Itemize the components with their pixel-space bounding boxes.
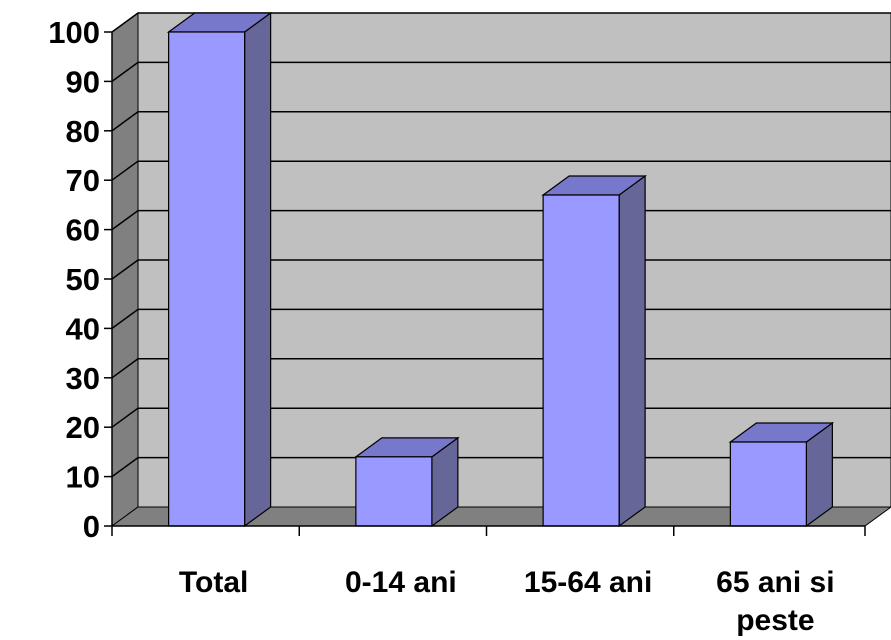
gridline: [111, 160, 891, 181]
x-category-label-line: peste: [736, 604, 814, 637]
x-category-label: 15-64 ani: [524, 566, 652, 599]
bar-side: [244, 11, 272, 528]
gridline: [111, 111, 891, 132]
y-tick-label: 60: [66, 213, 100, 248]
bar-front: [542, 194, 620, 527]
y-tick-label: 40: [66, 311, 100, 346]
bar: [166, 11, 273, 528]
y-tick-label: 10: [66, 460, 100, 495]
y-tick-label: 50: [66, 262, 100, 297]
bar: [354, 436, 460, 528]
gridline: [111, 61, 891, 83]
y-tick-label: 90: [66, 64, 100, 99]
bar: [541, 174, 647, 528]
x-category-label-line: Total: [179, 566, 248, 599]
bar-front: [168, 31, 246, 527]
gridline: [111, 12, 891, 33]
y-axis: 0 10 20 30 40 50 60 70 80 90 100: [48, 15, 113, 544]
bar-side: [618, 174, 646, 528]
x-category-label-line: 15-64 ani: [524, 566, 652, 599]
bar: [728, 421, 835, 528]
x-category-label-line: 65 ani si: [716, 566, 834, 599]
y-tick-label: 30: [66, 361, 100, 396]
y-tick-label: 100: [48, 15, 100, 50]
x-category-label: Total: [179, 566, 248, 599]
y-tick-label: 70: [66, 163, 100, 198]
x-category-label: 0-14 ani: [345, 566, 457, 599]
x-axis: Total 0-14 ani 15-64 ani 65 ani si peste: [111, 525, 866, 637]
y-tick-label: 80: [66, 114, 100, 149]
y-tick-label: 0: [83, 509, 100, 544]
x-category-label: 65 ani si peste: [716, 566, 834, 637]
bar-front: [355, 456, 433, 527]
y-tick-label: 20: [66, 410, 100, 445]
x-category-label-line: 0-14 ani: [345, 566, 457, 599]
bar-front: [729, 441, 807, 527]
